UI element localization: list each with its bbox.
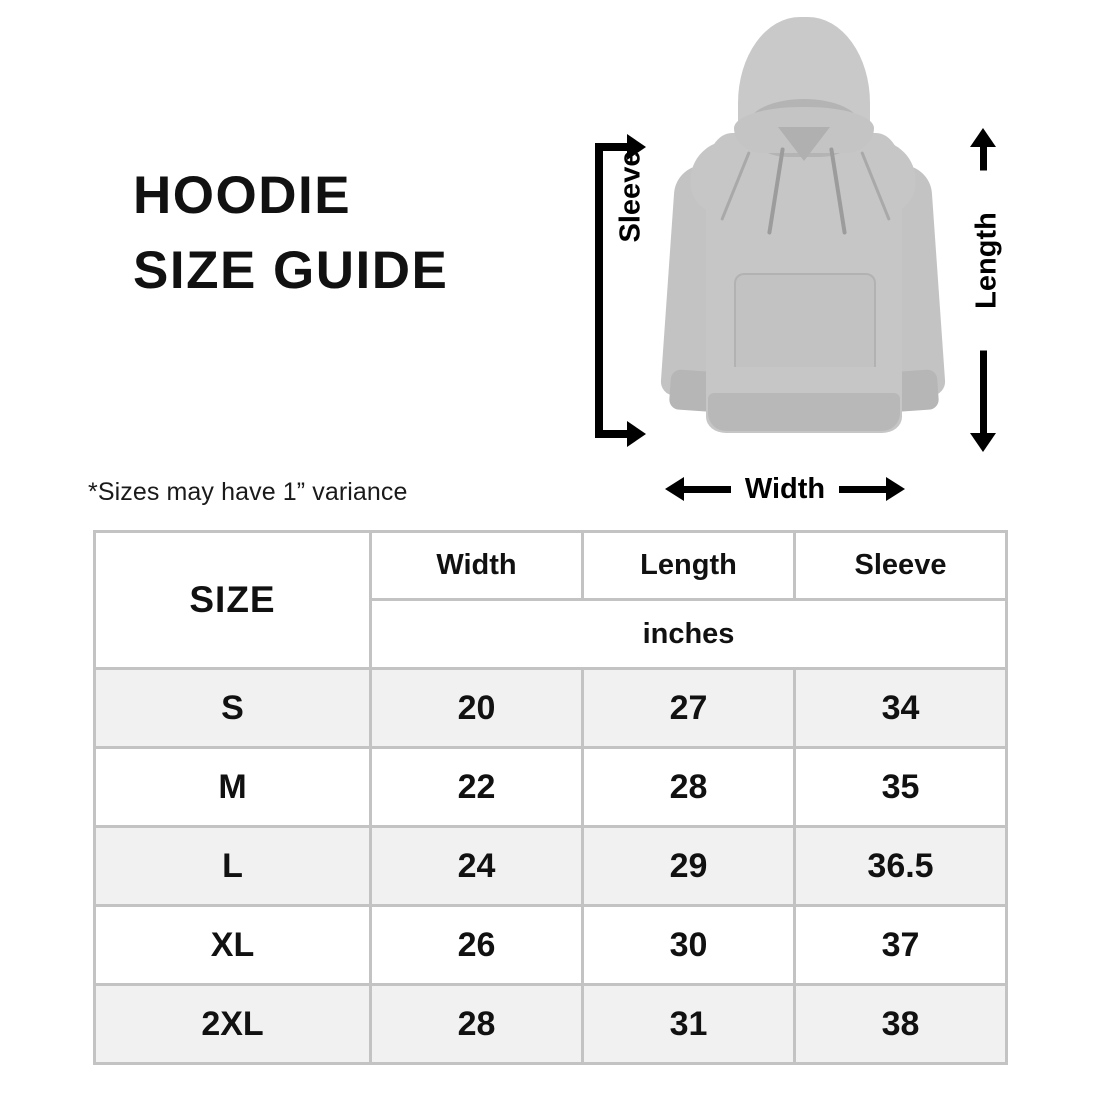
row-size-m-width: 22 (369, 746, 584, 828)
width-arrow-left (664, 476, 731, 501)
row-size-l-sleeve: 36.5 (793, 825, 1008, 907)
page-title-line-2: SIZE GUIDE (133, 241, 449, 301)
hoodie-kangaroo-pocket (734, 273, 876, 367)
row-size-2xl-width: 28 (369, 983, 584, 1065)
row-size-2xl-length: 31 (581, 983, 796, 1065)
table-header-row-1: SIZE Width Length Sleeve (93, 530, 1008, 670)
width-measurement-arrow-icon: Width (650, 465, 920, 513)
row-size-2xl-sleeve: 38 (793, 983, 1008, 1065)
sleeve-bracket-stem (595, 143, 603, 438)
row-size-s-label: S (93, 667, 372, 749)
row-size-s-sleeve: 34 (793, 667, 1008, 749)
row-size-l-width: 24 (369, 825, 584, 907)
table-row: M 22 28 35 (93, 746, 1008, 828)
row-size-xl-sleeve: 37 (793, 904, 1008, 986)
table-header-sleeve: Sleeve (793, 530, 1008, 601)
table-row: XL 26 30 37 (93, 904, 1008, 986)
row-size-m-length: 28 (581, 746, 796, 828)
row-size-s-width: 20 (369, 667, 584, 749)
width-measurement-label: Width (744, 472, 826, 505)
sleeve-arrowhead-bottom (627, 421, 646, 447)
sleeve-measurement-label: Sleeve (614, 150, 647, 243)
hoodie-diagram: Sleeve Length Width (575, 10, 1055, 520)
table-row: S 20 27 34 (93, 667, 1008, 749)
row-size-l-length: 29 (581, 825, 796, 907)
hoodie-illustration (630, 15, 960, 465)
table-header-size: SIZE (93, 530, 372, 670)
table-header-units: inches (369, 598, 1008, 670)
sleeve-arrowhead-top (627, 134, 646, 160)
table-header-row-2: inches (95, 598, 1008, 670)
row-size-xl-length: 30 (581, 904, 796, 986)
sleeve-measurement-arrow-icon (585, 134, 655, 447)
page-title-line-1: HOODIE (133, 166, 352, 225)
row-size-m-label: M (93, 746, 372, 828)
row-size-l-label: L (93, 825, 372, 907)
row-size-xl-label: XL (93, 904, 372, 986)
row-size-2xl-label: 2XL (93, 983, 372, 1065)
row-size-m-sleeve: 35 (793, 746, 1008, 828)
table-header-length: Length (581, 530, 796, 601)
page-title: HOODIE SIZE GUIDE (133, 158, 573, 309)
length-measurement-label: Length (966, 170, 1008, 351)
row-size-s-length: 27 (581, 667, 796, 749)
length-arrowhead-bottom (970, 433, 996, 452)
variance-disclaimer: *Sizes may have 1” variance (88, 478, 408, 506)
row-size-xl-width: 26 (369, 904, 584, 986)
table-row: 2XL 28 31 38 (93, 983, 1008, 1065)
width-arrow-right (839, 476, 906, 501)
length-arrowhead-top (970, 128, 996, 147)
size-chart-table: SIZE Width Length Sleeve inches S 20 27 … (93, 530, 1008, 1065)
hoodie-hem (708, 393, 900, 431)
sleeve-bracket-arm-top (595, 143, 631, 151)
sleeve-bracket-arm-bottom (595, 430, 631, 438)
table-row: L 24 29 36.5 (93, 825, 1008, 907)
table-header-width: Width (369, 530, 584, 601)
